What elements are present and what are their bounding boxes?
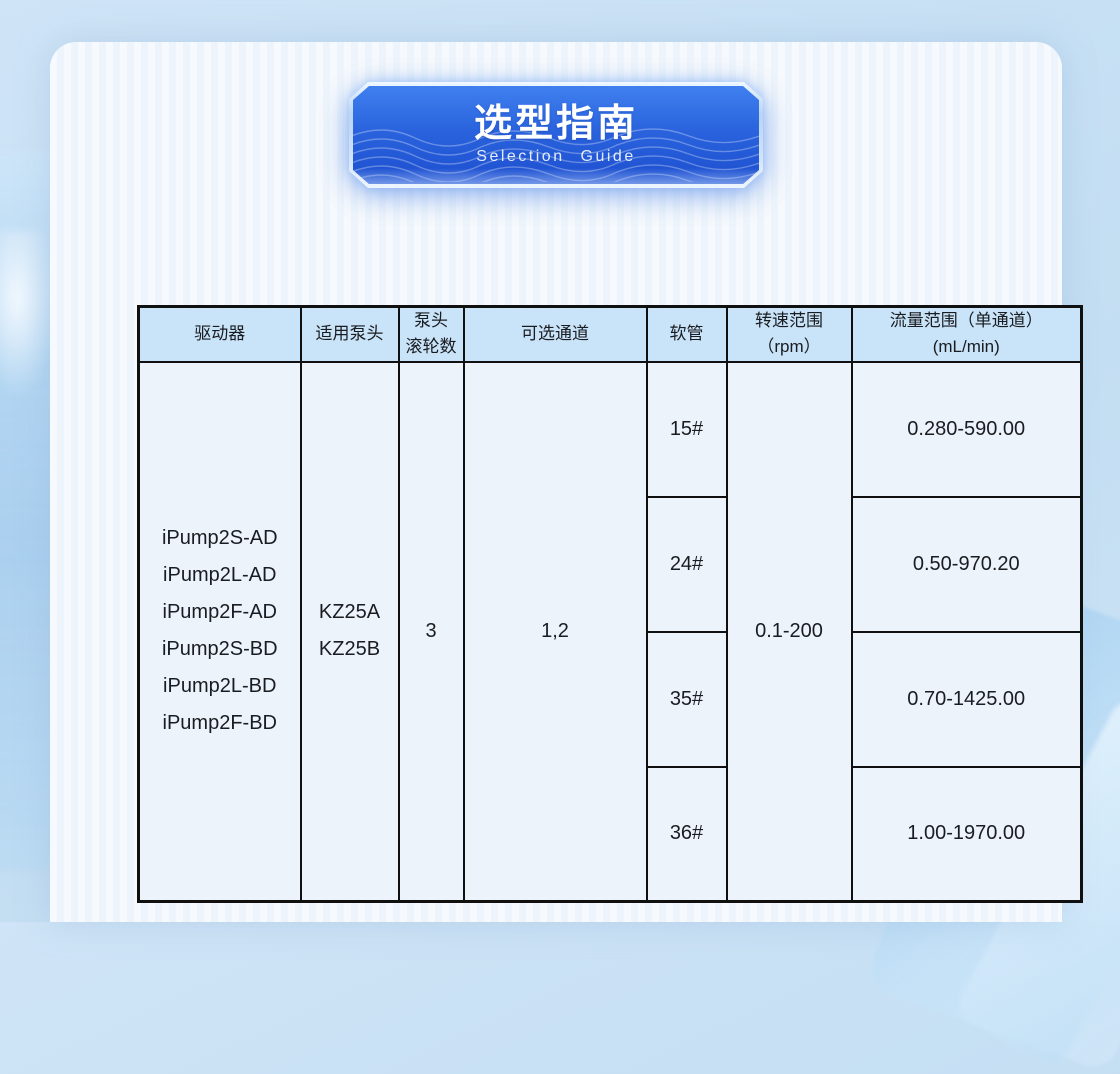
speed-range-cell: 0.1-200 xyxy=(725,360,853,903)
flow-range-cell: 0.50-970.20 xyxy=(850,495,1083,633)
banner-subtitle: Selection Guide xyxy=(476,147,636,165)
table-row: 36# 1.00-1970.00 xyxy=(139,765,1083,903)
col-header-speed-range: 转速范围 （rpm） xyxy=(725,305,853,363)
driver-model: iPump2F-AD xyxy=(162,601,277,624)
flow-range-cell: 0.280-590.00 xyxy=(850,360,1083,498)
selection-guide-table: 驱动器 适用泵头 泵头 滚轮数 可选通道 软管 转速范围 （rpm） 流量范围（… xyxy=(137,305,1083,903)
col-header-channels-label: 可选通道 xyxy=(521,324,589,344)
table-row: iPump2S-AD iPump2L-AD iPump2F-AD iPump2S… xyxy=(137,360,1083,903)
driver-model: iPump2S-AD xyxy=(161,527,278,550)
table-row: 24# 0.50-970.20 xyxy=(139,495,1083,633)
col-header-tubing: 软管 xyxy=(645,305,728,363)
roller-header-line1: 泵头 xyxy=(414,311,448,331)
driver-model: iPump2S-BD xyxy=(161,638,278,661)
flow-header-line2: (mL/min) xyxy=(932,337,1000,357)
driver-models-cell: iPump2S-AD iPump2L-AD iPump2F-AD iPump2S… xyxy=(137,360,302,903)
tubing-cell: 35# xyxy=(645,630,728,768)
col-header-channels: 可选通道 xyxy=(462,305,648,363)
speed-header-line2: （rpm） xyxy=(757,337,821,357)
col-header-driver-label: 驱动器 xyxy=(194,324,246,344)
driver-model: iPump2F-BD xyxy=(162,712,277,735)
driver-model: iPump2L-AD xyxy=(163,564,277,587)
selection-guide-banner: 选型指南 Selection Guide xyxy=(349,82,763,188)
banner-title: 选型指南 xyxy=(473,103,638,146)
flow-range-cell: 1.00-1970.00 xyxy=(850,765,1083,903)
table-row: 35# 0.70-1425.00 xyxy=(139,630,1083,768)
col-header-driver: 驱动器 xyxy=(137,305,302,363)
col-header-roller-count: 泵头 滚轮数 xyxy=(397,305,465,363)
driver-model: iPump2L-BD xyxy=(163,675,277,698)
flow-range-cell: 0.70-1425.00 xyxy=(850,630,1083,768)
channels-cell: 1,2 xyxy=(462,360,648,903)
flow-header-line1: 流量范围（单通道） xyxy=(889,311,1043,331)
tubing-cell: 15# xyxy=(645,360,728,498)
col-header-pump-head-label: 适用泵头 xyxy=(315,324,384,344)
content-card: 选型指南 Selection Guide 驱动器 适用泵头 泵头 滚轮数 可选通… xyxy=(50,42,1083,922)
pump-head-model: KZ25A xyxy=(318,601,381,624)
pump-head-model: KZ25B xyxy=(318,638,381,661)
roller-header-line2: 滚轮数 xyxy=(405,337,457,357)
roller-count-cell: 3 xyxy=(397,360,465,903)
col-header-tubing-label: 软管 xyxy=(669,324,704,344)
tubing-cell: 24# xyxy=(645,495,728,633)
pump-heads-cell: KZ25A KZ25B xyxy=(299,360,400,903)
banner-body: 选型指南 Selection Guide xyxy=(353,86,759,184)
speed-header-line1: 转速范围 xyxy=(755,311,823,331)
col-header-pump-head: 适用泵头 xyxy=(299,305,400,363)
tubing-cell: 36# xyxy=(645,765,728,903)
col-header-flow-range: 流量范围（单通道） (mL/min) xyxy=(850,305,1083,363)
table-header-row: 驱动器 适用泵头 泵头 滚轮数 可选通道 软管 转速范围 （rpm） 流量范围（… xyxy=(137,305,1083,363)
